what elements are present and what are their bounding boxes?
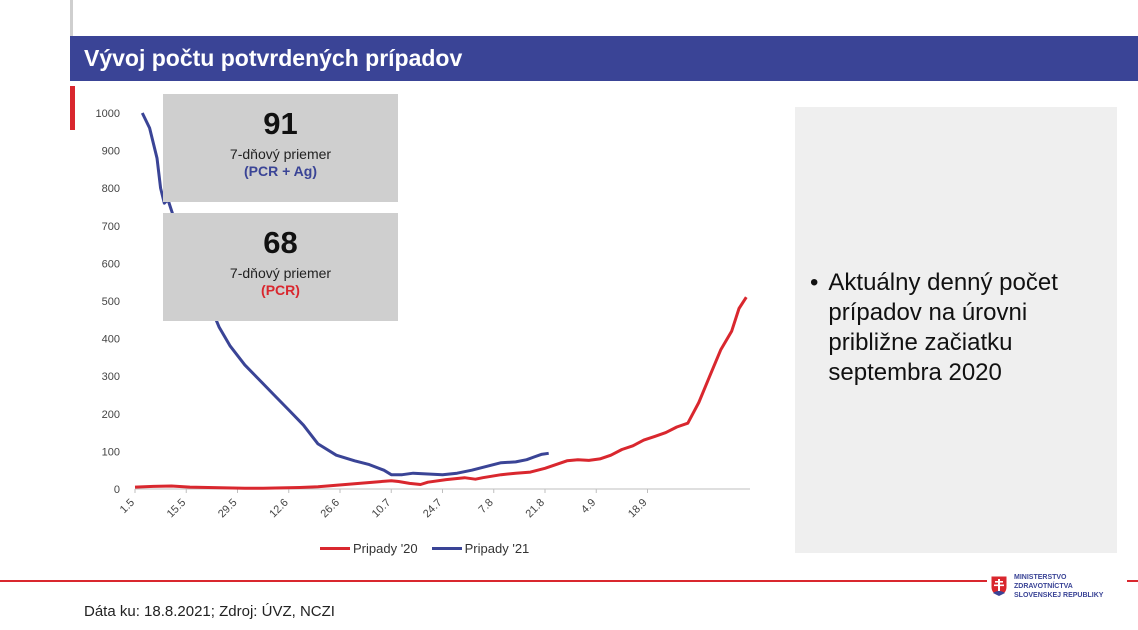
y-tick-label: 800	[102, 183, 120, 195]
y-tick-label: 500	[102, 296, 120, 308]
page-title: Vývoj počtu potvrdených prípadov	[84, 45, 463, 71]
logo-line-2: ZDRAVOTNÍCTVA	[1014, 582, 1073, 590]
x-tick-label: 15.5	[165, 497, 189, 521]
legend-item-2020: Pripady '20	[320, 541, 418, 556]
x-tick-label: 24.7	[421, 497, 445, 521]
top-accent-line	[70, 0, 73, 36]
x-tick-label: 1.5	[118, 497, 137, 516]
stat-box-pcr: 68 7-dňový priemer (PCR)	[163, 213, 398, 321]
y-tick-label: 0	[114, 484, 120, 496]
series-line-2020	[134, 296, 748, 490]
legend-label-2021: Pripady '21	[464, 541, 530, 556]
legend-item-2021: Pripady '21	[431, 541, 530, 556]
line-chart: 0 100 200 300 400 500 600 700 800 900 1000 1.5 15.5 2…	[96, 108, 750, 521]
y-tick-label: 400	[102, 334, 120, 346]
x-tick-label: 18.9	[626, 497, 650, 521]
chart-legend: Pripady '20 Pripady '21	[320, 541, 543, 556]
y-tick-label: 700	[102, 221, 120, 233]
legend-label-2020: Pripady '20	[353, 541, 418, 556]
data-source-note: Dáta ku: 18.8.2021; Zdroj: ÚVZ, NCZI	[84, 603, 335, 620]
x-tick-label: 12.6	[267, 497, 291, 521]
red-side-marker	[70, 86, 75, 130]
bullet-text: Aktuálny denný počet prípadov na úrovni …	[828, 269, 1058, 386]
series-line-2021	[140, 112, 549, 477]
stat-value: 91	[263, 106, 298, 141]
bullet-item: • Aktuálny denný počet prípadov na úrovn…	[810, 268, 1093, 388]
x-tick-label: 29.5	[216, 497, 240, 521]
stat-box-pcr-ag: 91 7-dňový priemer (PCR + Ag)	[163, 94, 398, 202]
stat-sub-label: (PCR)	[261, 282, 300, 298]
stat-value: 68	[263, 225, 298, 260]
y-tick-label: 100	[102, 446, 120, 458]
bullet-dot: •	[810, 269, 819, 296]
footer-divider	[0, 580, 1138, 582]
logo-line-3: SLOVENSKEJ REPUBLIKY	[1014, 591, 1104, 599]
x-tick-label: 7.8	[477, 497, 496, 516]
slovak-shield-icon	[990, 575, 1008, 597]
x-tick-label: 4.9	[579, 497, 598, 516]
y-tick-label: 300	[102, 371, 120, 383]
y-tick-label: 200	[102, 409, 120, 421]
logo-text: MINISTERSTVO ZDRAVOTNÍCTVA SLOVENSKEJ RE…	[1014, 573, 1103, 600]
legend-swatch-2021	[431, 547, 462, 550]
stat-sub-label: (PCR + Ag)	[244, 163, 317, 179]
y-tick-label: 600	[102, 258, 120, 270]
stat-label: 7-dňový priemer	[229, 146, 332, 162]
y-tick-label: 1000	[96, 108, 120, 120]
stat-label: 7-dňový priemer	[229, 265, 332, 281]
x-tick-label: 21.8	[523, 497, 547, 521]
ministry-logo: MINISTERSTVO ZDRAVOTNÍCTVA SLOVENSKEJ RE…	[987, 570, 1127, 602]
x-tick-label: 26.6	[318, 497, 342, 521]
y-tick-label: 900	[102, 146, 120, 158]
legend-swatch-2020	[320, 547, 350, 550]
logo-line-1: MINISTERSTVO	[1014, 573, 1067, 581]
x-tick-label: 10.7	[370, 497, 394, 521]
info-panel: • Aktuálny denný počet prípadov na úrovn…	[795, 107, 1117, 553]
title-bar: Vývoj počtu potvrdených prípadov	[70, 36, 1138, 81]
